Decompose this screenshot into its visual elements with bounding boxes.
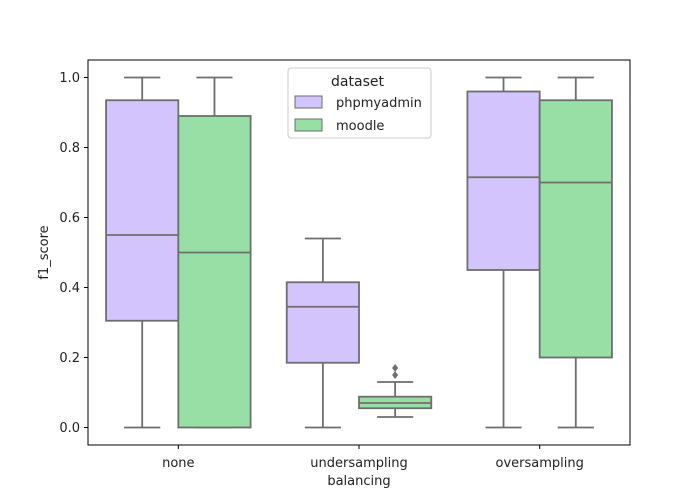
iqr-box: [466, 90, 541, 271]
iqr-box: [177, 115, 252, 429]
legend-title: dataset: [331, 74, 384, 90]
outlier-point: [392, 371, 399, 379]
x-axis-label: balancing: [327, 474, 390, 489]
legend-swatch-moodle: [294, 118, 323, 132]
iqr-box: [105, 99, 180, 322]
x-tick-label: undersampling: [310, 456, 407, 471]
legend-swatch-phpmyadmin: [294, 95, 323, 109]
iqr-box: [538, 99, 613, 359]
y-axis-label: f1_score: [37, 225, 52, 279]
plot-layer: [105, 76, 613, 429]
box-phpmyadmin-oversampling: [466, 76, 541, 429]
y-tick-label: 0.0: [59, 421, 80, 436]
outlier-point: [392, 364, 399, 372]
y-tick-label: 0.6: [59, 211, 80, 226]
x-tick-label: none: [162, 456, 194, 471]
axes-layer: 0.0 0.2 0.4 0.6 0.8 1.0 none undersampling overs…: [37, 59, 631, 489]
y-tick-label: 0.8: [59, 141, 80, 156]
box-moodle-undersampling: [358, 364, 433, 418]
legend-label-phpmyadmin: phpmyadmin: [336, 96, 422, 111]
legend-box: [287, 67, 432, 139]
box-phpmyadmin-undersampling: [285, 237, 360, 429]
y-tick-label: 0.4: [59, 281, 80, 296]
y-tick-label: 0.2: [59, 351, 80, 366]
legend: dataset phpmyadmin moodle: [287, 67, 432, 139]
box-moodle-oversampling: [538, 76, 613, 429]
iqr-box: [285, 281, 360, 364]
box-phpmyadmin-none: [105, 76, 180, 429]
x-tick-label: oversampling: [495, 456, 583, 471]
legend-label-moodle: moodle: [336, 119, 384, 134]
box-moodle-none: [177, 76, 252, 429]
y-tick-label: 1.0: [59, 71, 80, 86]
